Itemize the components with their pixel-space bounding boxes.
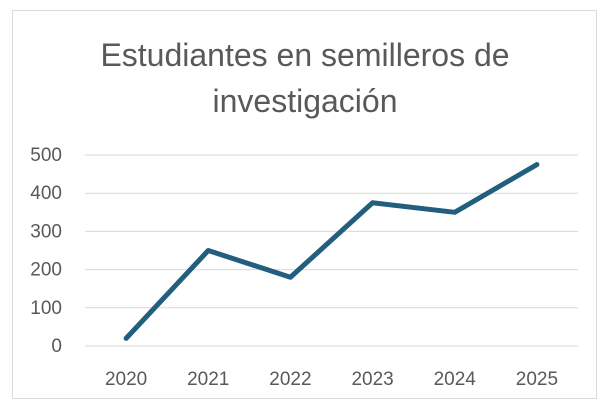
chart-title: Estudiantes en semilleros de investigaci… [100, 37, 510, 119]
x-tick-label: 2020 [105, 369, 147, 390]
x-tick-label: 2024 [434, 369, 477, 390]
x-tick-label: 2022 [269, 369, 311, 390]
y-tick-label: 400 [30, 183, 62, 204]
x-tick-label: 2023 [351, 369, 393, 390]
y-tick-label: 300 [30, 221, 62, 242]
chart-frame [12, 10, 597, 399]
x-tick-label: 2025 [516, 369, 558, 390]
y-tick-label: 500 [30, 145, 62, 166]
y-tick-label: 100 [30, 298, 62, 319]
y-tick-label: 0 [51, 336, 62, 357]
y-tick-label: 200 [30, 260, 62, 281]
line-series [123, 162, 540, 341]
x-tick-label: 2021 [187, 369, 229, 390]
